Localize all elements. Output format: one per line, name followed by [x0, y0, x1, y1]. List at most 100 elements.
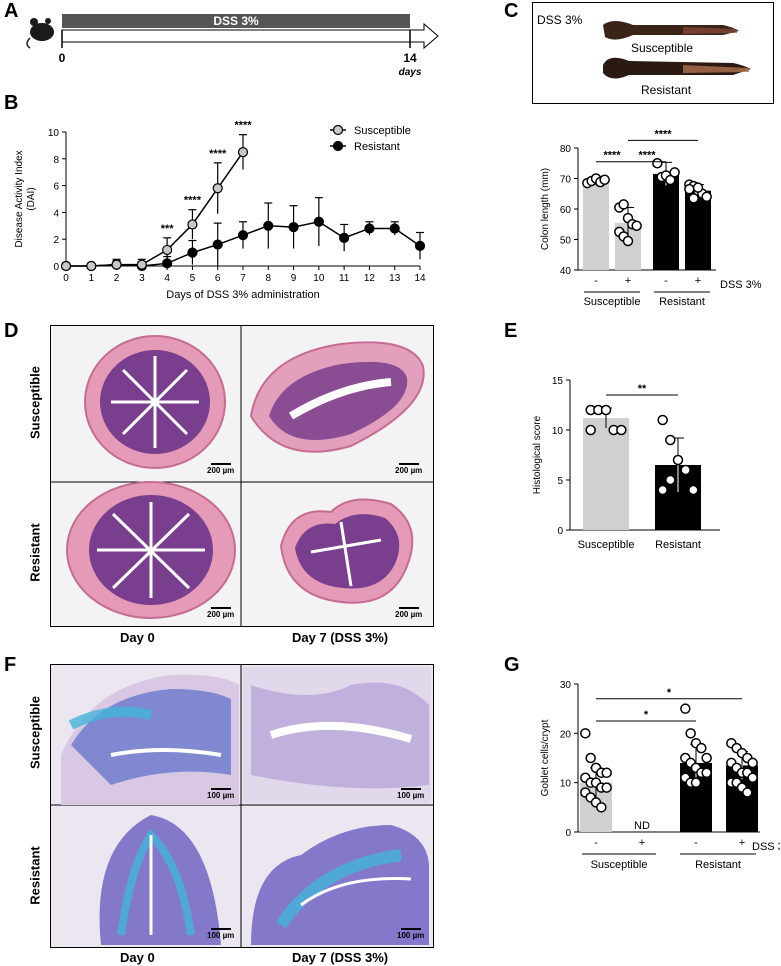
data-point: [136, 259, 147, 270]
bar: [583, 418, 629, 530]
data-point: [631, 220, 642, 232]
data-point: [688, 193, 699, 204]
y-axis-label: Goblet cells/crypt: [540, 719, 551, 796]
data-point: [701, 767, 712, 779]
row-label-resistant: Resistant: [27, 523, 43, 582]
colon-resistant-image: [603, 57, 751, 79]
data-point: [585, 424, 596, 436]
x-tick-label: +: [695, 275, 701, 287]
y-tick-label: 2: [53, 235, 59, 246]
colon-susceptible-image: [603, 21, 739, 40]
significance-label: ****: [654, 128, 672, 140]
significance-label: **: [638, 383, 647, 395]
y-tick-label: 50: [560, 236, 572, 247]
bar: [583, 181, 609, 270]
x-tick-label: 6: [215, 273, 221, 284]
data-point: [414, 240, 426, 251]
x-tick-label: 12: [364, 273, 376, 284]
significance-label: ****: [638, 150, 656, 162]
y-axis-label: Disease Activity Index(DAI): [14, 150, 37, 247]
timeline-end-tick: 14: [403, 51, 417, 65]
scale-bar-label: 200 µm: [207, 466, 235, 475]
data-point: [685, 728, 696, 739]
group-label: Resistant: [695, 859, 741, 871]
bar: [653, 173, 679, 270]
row-label-susceptible: Susceptible: [27, 366, 43, 439]
nd-label: ND: [634, 820, 650, 832]
colon-photo-panel: DSS 3% Susceptible Resistant: [532, 2, 774, 104]
data-point: [652, 158, 663, 169]
data-point: [237, 146, 249, 158]
scale-bar-label: 200 µm: [395, 466, 423, 475]
data-point: [680, 464, 691, 476]
data-point: [690, 777, 702, 788]
data-point: [60, 260, 72, 272]
dss-bar: [62, 14, 410, 28]
ab-pas-histology-grid: 100 µm 100 µm 100 µm 100 µm: [50, 664, 434, 948]
y-tick-label: 10: [552, 426, 564, 437]
data-point: [747, 772, 758, 783]
x-tick-label: 5: [190, 273, 196, 284]
x-tick-label: 14: [414, 273, 426, 284]
data-point: [364, 223, 375, 234]
data-point: [672, 454, 684, 466]
significance-label: *: [644, 709, 649, 721]
y-tick-label: 15: [552, 376, 564, 387]
y-tick-label: 10: [48, 128, 60, 139]
data-point: [212, 183, 223, 194]
treatment-label: DSS 3%: [720, 279, 762, 291]
photo-susceptible-label: Susceptible: [631, 41, 694, 55]
data-point: [680, 703, 691, 714]
x-axis-label: Days of DSS 3% administration: [166, 289, 319, 301]
x-tick-label: 2: [114, 273, 120, 284]
col-label-day7: Day 7 (DSS 3%): [292, 630, 389, 645]
panel-letter-d: D: [4, 320, 19, 342]
panel-letter-b: B: [4, 92, 19, 114]
data-point: [684, 183, 695, 195]
panel-letter-a: A: [4, 0, 19, 22]
timeline-unit: days: [399, 67, 422, 78]
data-point: [585, 752, 596, 764]
x-tick-label: +: [625, 275, 631, 287]
y-axis-label: Colon length (mm): [540, 168, 551, 250]
data-point: [601, 782, 612, 793]
scale-bar-label: 100 µm: [207, 931, 235, 940]
goblet-cells-bar-chart: 0 10 20 30 Goblet cells/crypt * * ND - + - + DSS 3% S…: [540, 680, 780, 871]
data-point: [599, 174, 610, 185]
row-label-resistant: Resistant: [27, 846, 43, 905]
col-label-day0: Day 0: [120, 630, 155, 645]
x-tick-label: 1: [89, 273, 95, 284]
col-label-day7: Day 7 (DSS 3%): [292, 950, 389, 965]
y-tick-label: 10: [560, 779, 572, 790]
row-label-susceptible: Susceptible: [27, 696, 43, 769]
data-point: [618, 199, 629, 210]
x-tick-label: 0: [63, 273, 69, 284]
x-tick-label: -: [664, 275, 668, 287]
data-point: [111, 259, 122, 270]
panel-letter-e: E: [504, 320, 518, 342]
data-point: [596, 802, 607, 813]
timeline-schematic: DSS 3% 0 14 days: [26, 14, 439, 78]
data-point: [263, 220, 274, 231]
legend-label: Susceptible: [354, 125, 411, 137]
y-tick-label: 0: [565, 828, 571, 839]
histological-score-bar-chart: 0 5 10 15 Histological score ** Susceptible Res…: [532, 376, 720, 551]
x-tick-label: -: [694, 837, 698, 849]
data-point: [313, 216, 324, 227]
data-point: [187, 219, 198, 230]
scale-bar-label: 100 µm: [397, 791, 425, 800]
y-tick-label: 0: [53, 262, 59, 273]
x-tick-label: Susceptible: [578, 539, 635, 551]
data-point: [701, 191, 712, 203]
data-point: [701, 752, 712, 764]
data-point: [665, 474, 676, 486]
data-point: [742, 787, 753, 798]
mouse-icon: [26, 18, 54, 49]
x-tick-label: 10: [313, 273, 325, 284]
dss-bar-label: DSS 3%: [213, 14, 259, 28]
data-point: [622, 235, 634, 247]
data-point: [665, 434, 676, 446]
x-tick-label: 7: [240, 273, 246, 284]
x-tick-label: 4: [164, 273, 170, 284]
